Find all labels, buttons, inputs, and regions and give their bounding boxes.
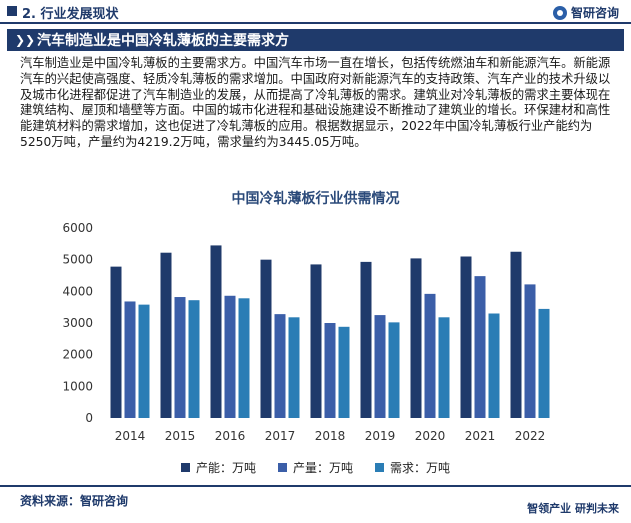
legend-swatch bbox=[180, 463, 190, 472]
bar-2014-series-1 bbox=[124, 301, 136, 418]
x-tick-label: 2017 bbox=[265, 429, 296, 443]
x-tick-label: 2014 bbox=[115, 429, 146, 443]
legend-label: 需求：万吨 bbox=[390, 461, 451, 475]
bar-2020-series-1 bbox=[424, 293, 436, 418]
section-marker bbox=[7, 6, 17, 16]
body-paragraph: 汽车制造业是中国冷轧薄板的主要需求方。中国汽车市场一直在增长，包括传统燃油车和新… bbox=[20, 56, 611, 149]
bar-2020-series-0 bbox=[410, 258, 422, 418]
y-tick-label: 1000 bbox=[62, 379, 93, 393]
bar-2017-series-0 bbox=[260, 259, 272, 418]
bar-2016-series-2 bbox=[238, 298, 250, 418]
bar-2016-series-0 bbox=[210, 245, 222, 418]
x-tick-label: 2020 bbox=[415, 429, 446, 443]
bar-2015-series-0 bbox=[160, 252, 172, 418]
bar-2019-series-0 bbox=[360, 261, 372, 418]
legend-item-2: 需求：万吨 bbox=[375, 459, 450, 476]
bar-2021-series-2 bbox=[488, 313, 500, 418]
y-tick-label: 3000 bbox=[62, 316, 93, 330]
top-header: 2. 行业发展现状 智研咨询 bbox=[0, 0, 631, 24]
bar-2018-series-0 bbox=[310, 264, 322, 418]
x-tick-label: 2022 bbox=[515, 429, 546, 443]
bar-2022-series-2 bbox=[538, 308, 550, 418]
section-label: 2. 行业发展现状 bbox=[22, 7, 119, 22]
bar-2021-series-0 bbox=[460, 256, 472, 418]
bar-2014-series-0 bbox=[110, 266, 122, 418]
bar-2020-series-2 bbox=[438, 317, 450, 418]
x-tick-label: 2015 bbox=[165, 429, 196, 443]
bar-2014-series-2 bbox=[138, 304, 150, 418]
y-tick-label: 2000 bbox=[62, 348, 93, 362]
legend-swatch bbox=[375, 463, 384, 472]
divider bbox=[0, 485, 631, 487]
double-arrow-icon: ❯❯ bbox=[15, 33, 36, 47]
legend-label: 产量：万吨 bbox=[292, 461, 353, 475]
chart-legend: 产能：万吨 产量：万吨 需求：万吨 bbox=[0, 459, 631, 476]
bar-2022-series-1 bbox=[524, 284, 536, 418]
x-tick-label: 2018 bbox=[315, 429, 346, 443]
bar-2018-series-2 bbox=[338, 326, 350, 418]
page-title: 汽车制造业是中国冷轧薄板的主要需求方 bbox=[37, 33, 289, 49]
bar-2015-series-1 bbox=[174, 297, 186, 418]
bar-2019-series-1 bbox=[374, 315, 386, 418]
bar-2022-series-0 bbox=[510, 251, 522, 418]
brand-logo-icon bbox=[552, 5, 567, 20]
bar-2021-series-1 bbox=[474, 276, 486, 418]
chart-title: 中国冷轧薄板行业供需情况 bbox=[231, 191, 400, 207]
bar-2018-series-1 bbox=[324, 323, 336, 418]
brand-name: 智研咨询 bbox=[570, 6, 619, 20]
legend-swatch bbox=[277, 463, 287, 472]
bar-2015-series-2 bbox=[188, 300, 200, 418]
y-tick-label: 6000 bbox=[62, 221, 93, 235]
footer-slogan: 智领产业 研判未来 bbox=[527, 502, 619, 515]
bar-chart: 0 1000 2000 3000 4000 5000 6000 2014 2015 2016 201… bbox=[62, 221, 550, 443]
bar-2019-series-2 bbox=[388, 322, 400, 418]
x-tick-label: 2019 bbox=[365, 429, 396, 443]
legend-label: 产能：万吨 bbox=[195, 461, 256, 475]
legend-item-0: 产能：万吨 bbox=[180, 459, 256, 476]
bar-2016-series-1 bbox=[224, 295, 236, 418]
y-tick-label: 0 bbox=[85, 411, 93, 425]
title-band: ❯❯ 汽车制造业是中国冷轧薄板的主要需求方 bbox=[7, 29, 624, 51]
y-tick-label: 4000 bbox=[62, 284, 93, 298]
legend-item-1: 产量：万吨 bbox=[277, 459, 353, 476]
source-note: 资料来源：智研咨询 bbox=[20, 494, 129, 508]
bar-2017-series-2 bbox=[288, 317, 300, 418]
brand: 智研咨询 bbox=[552, 4, 619, 21]
y-tick-label: 5000 bbox=[62, 253, 93, 267]
x-tick-label: 2016 bbox=[215, 429, 246, 443]
x-tick-label: 2021 bbox=[465, 429, 496, 443]
bar-2017-series-1 bbox=[274, 314, 286, 418]
